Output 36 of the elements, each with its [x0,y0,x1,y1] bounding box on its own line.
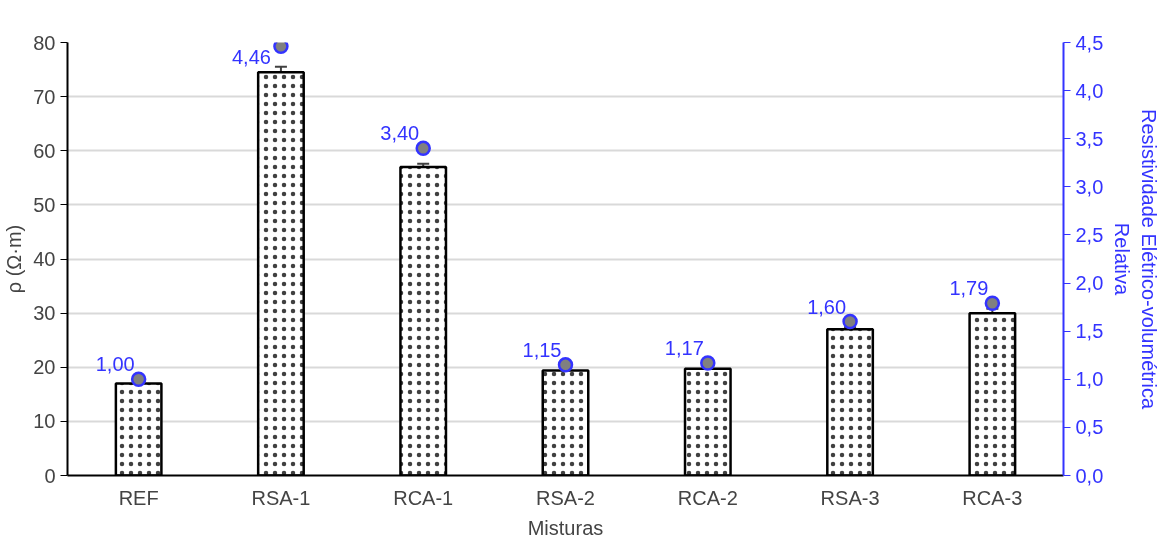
x-tick-label: RCA-3 [962,486,1023,509]
x-axis-title: Misturas [527,516,604,539]
y2-tick-label: 0,0 [1075,464,1104,487]
x-tick-label: REF [118,486,159,509]
y2-tick-label: 4,0 [1075,79,1104,102]
x-tick-label: RCA-1 [393,486,454,509]
data-label: 1,17 [664,336,704,359]
y-axis-title: ρ (Ω·m) [3,224,26,294]
x-tick-label: RCA-2 [677,486,738,509]
data-label: 3,40 [380,122,420,145]
y-tick-label: 80 [33,31,56,54]
data-label: 1,79 [949,277,989,300]
y-tick-label: 0 [44,464,56,487]
x-tick-label: RSA-2 [536,486,595,509]
y-tick-label: 30 [33,302,56,325]
y2-tick-label: 3,5 [1075,127,1104,150]
data-label: 4,46 [232,46,271,69]
y2-tick-label: 1,5 [1075,320,1104,343]
data-label: 1,60 [807,295,847,318]
y2-tick-label: 1,0 [1075,368,1104,391]
y-tick-label: 20 [33,356,56,379]
data-label: 1,15 [522,338,562,361]
x-tick-label: RSA-1 [251,486,311,509]
data-label: 1,00 [95,353,135,376]
y2-tick-label: 0,5 [1075,416,1104,439]
y-tick-label: 70 [33,85,56,108]
y-tick-label: 10 [33,410,56,433]
y2-tick-label: 4,5 [1075,31,1104,54]
y2-axis-title: Resistividade Elétrico-volumétrica Relativa [1111,108,1160,410]
x-tick-label: RSA-3 [820,486,880,509]
y-tick-label: 40 [33,248,56,270]
y-tick-label: 60 [33,139,56,162]
y2-tick-label: 2,0 [1075,272,1104,295]
y2-tick-label: 3,0 [1075,175,1104,198]
y-tick-label: 50 [33,193,56,216]
y2-tick-label: 2,5 [1075,223,1104,246]
